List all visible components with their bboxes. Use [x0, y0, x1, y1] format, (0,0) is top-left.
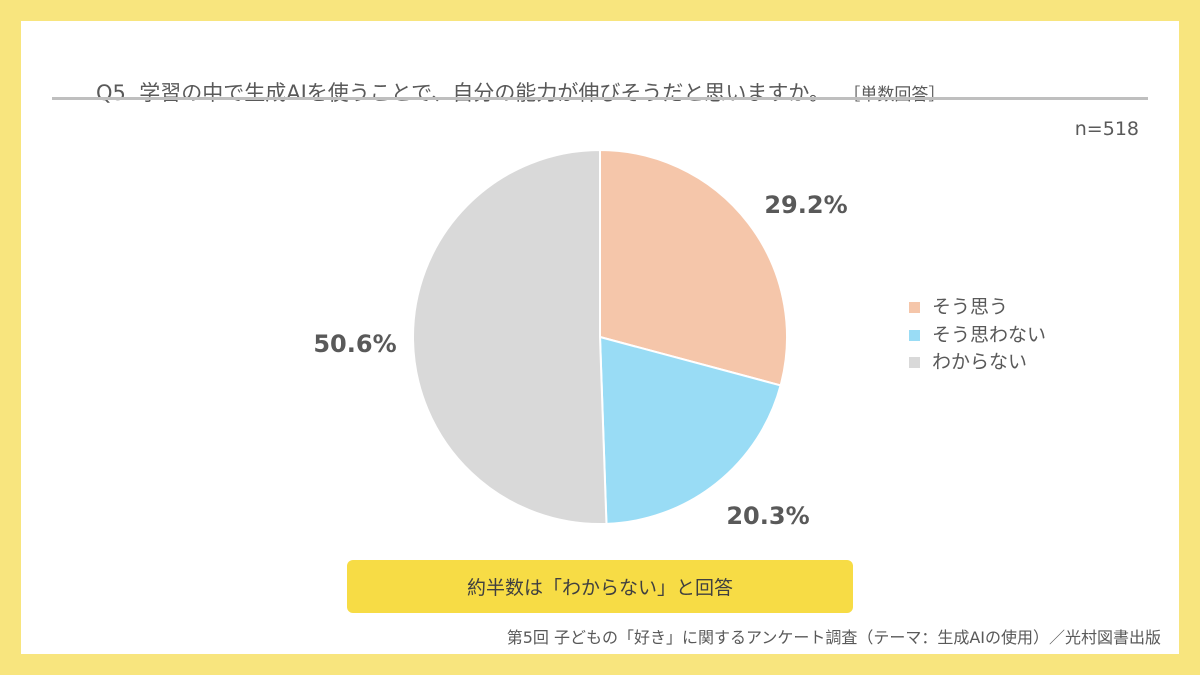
title-divider [52, 97, 1148, 100]
data-label: 20.3% [726, 502, 809, 530]
pie-slice [598, 335, 782, 525]
answer-type-note: ［単数回答］ [851, 85, 946, 105]
question-text: Q5. 学習の中で生成AIを使うことで、自分の能力が伸びそうだと思いますか。 [96, 81, 830, 105]
pie-slice [599, 148, 788, 387]
callout-box: 約半数は「わからない」と回答 [347, 560, 853, 613]
sample-size: n=518 [1074, 118, 1139, 140]
legend-item: わからない [909, 349, 1046, 377]
chart-panel: Q5. 学習の中で生成AIを使うことで、自分の能力が伸びそうだと思いますか。 ［単… [21, 21, 1179, 654]
pie-slice [412, 148, 608, 525]
data-label: 50.6% [313, 330, 396, 358]
legend-swatch [909, 302, 920, 314]
legend-item: そう思う [909, 294, 1046, 322]
source-note: 第5回 子どもの「好き」に関するアンケート調査（テーマ：生成AIの使用）／光村図… [506, 628, 1161, 647]
data-label: 29.2% [764, 191, 847, 219]
legend: そう思う そう思わない わからない [909, 294, 1046, 377]
legend-swatch [909, 329, 920, 341]
legend-label: わからない [932, 351, 1028, 373]
legend-swatch [909, 357, 920, 369]
legend-item: そう思わない [909, 322, 1046, 350]
legend-label: そう思わない [932, 323, 1047, 346]
legend-label: そう思う [932, 296, 1009, 318]
chart-title: Q5. 学習の中で生成AIを使うことで、自分の能力が伸びそうだと思いますか。 ［単… [96, 77, 945, 107]
